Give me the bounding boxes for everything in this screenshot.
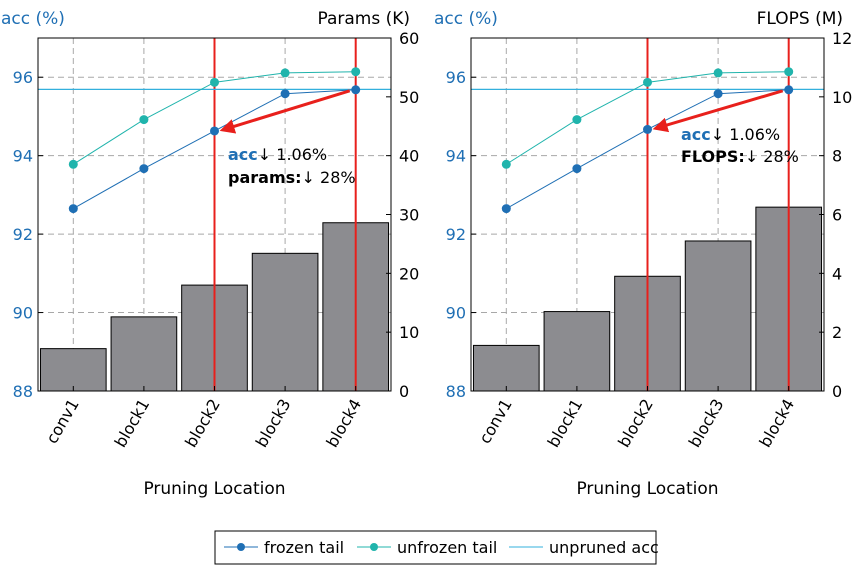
red-arrow <box>219 89 351 134</box>
y-right-tick-label: 4 <box>832 264 842 283</box>
legend-unfrozen-label: unfrozen tail <box>397 538 497 557</box>
frozen-point-block4 <box>351 85 361 95</box>
y-right-tick-label: 0 <box>832 382 842 401</box>
frozen-point-block3 <box>713 89 723 99</box>
y-right-tick-label: 50 <box>399 88 419 107</box>
annotation-acc-value: ↓ 1.06% <box>711 125 780 144</box>
x-tick-label: block1 <box>544 396 587 451</box>
x-tick-label: conv1 <box>475 396 516 447</box>
bar-conv1 <box>39 348 107 392</box>
frozen-point-block4 <box>784 85 794 95</box>
flops-chart: 88 90 92 94 96 0 2 4 6 8 10 12 conv1 block1 block2 bloc… <box>434 9 852 499</box>
annotation-acc-value: ↓ 1.06% <box>258 145 327 164</box>
legend-frozen-label: frozen tail <box>264 538 344 557</box>
x-tick-label: block3 <box>252 396 295 451</box>
y-right-tick-label: 2 <box>832 323 842 342</box>
bar-conv1 <box>472 344 540 392</box>
frozen-point-block3 <box>280 89 290 99</box>
frozen-point-block2 <box>643 124 652 134</box>
legend-frozen-marker <box>237 543 245 551</box>
unfrozen-point-block4 <box>784 67 794 77</box>
y-right-tick-label: 20 <box>399 264 419 283</box>
annotation-cost: FLOPS:↓ 28% <box>681 147 799 166</box>
y-left-tick-label: 92 <box>446 225 466 244</box>
y-left-axis-label: acc (%) <box>434 9 498 29</box>
unfrozen-point-block1 <box>139 115 149 125</box>
x-tick-label: block4 <box>322 396 365 451</box>
unfrozen-point-block1 <box>572 115 582 125</box>
x-tick-label: block4 <box>755 396 798 451</box>
y-left-tick-label: 90 <box>13 304 33 323</box>
x-axis-label: Pruning Location <box>576 479 718 499</box>
y-left-tick-label: 96 <box>13 68 33 87</box>
unfrozen-point-conv1 <box>501 159 511 169</box>
y-right-axis-label: Params (K) <box>317 9 410 29</box>
frozen-point-block1 <box>139 164 149 174</box>
unfrozen-point-block2 <box>210 77 219 87</box>
y-left-tick-label: 96 <box>446 68 466 87</box>
annotation-acc-bold: acc <box>228 145 258 164</box>
bar-block3 <box>684 240 752 392</box>
bar-block3 <box>251 252 319 392</box>
bar-block1 <box>110 316 178 392</box>
annotation-acc-bold: acc <box>681 125 711 144</box>
bar-block1 <box>543 311 611 392</box>
y-left-tick-label: 92 <box>13 225 33 244</box>
unfrozen-point-block3 <box>713 68 723 78</box>
y-right-tick-label: 30 <box>399 206 419 225</box>
y-right-tick-label: 60 <box>399 29 419 48</box>
frozen-point-conv1 <box>68 204 78 214</box>
annotation-cost-bold: params: <box>228 168 302 187</box>
y-left-axis-label: acc (%) <box>1 9 65 29</box>
y-right-tick-label: 8 <box>832 147 842 166</box>
legend-unpruned-label: unpruned acc <box>549 538 659 557</box>
unfrozen-point-block2 <box>643 77 652 87</box>
unfrozen-point-block3 <box>280 68 290 78</box>
y-right-tick-label: 10 <box>399 323 419 342</box>
y-left-tick-label: 88 <box>446 382 466 401</box>
y-right-tick-label: 10 <box>832 88 852 107</box>
y-left-tick-label: 88 <box>13 382 33 401</box>
y-right-tick-label: 12 <box>832 29 852 48</box>
legend-box <box>214 530 657 565</box>
x-tick-label: block3 <box>685 396 728 451</box>
annotation-cost-bold: FLOPS: <box>681 147 745 166</box>
x-tick-label: block1 <box>111 396 154 451</box>
frozen-point-block1 <box>572 164 582 174</box>
y-left-tick-label: 94 <box>13 147 33 166</box>
red-arrow <box>652 89 784 133</box>
y-left-tick-label: 94 <box>446 147 466 166</box>
annotation-acc: acc↓ 1.06% <box>228 145 327 164</box>
frozen-point-conv1 <box>501 204 511 214</box>
annotation-cost: params:↓ 28% <box>228 168 356 187</box>
y-right-tick-label: 40 <box>399 147 419 166</box>
x-tick-label: conv1 <box>42 396 83 447</box>
y-right-tick-label: 0 <box>399 382 409 401</box>
unfrozen-point-conv1 <box>68 159 78 169</box>
legend-unfrozen-marker <box>370 543 378 551</box>
annotation-cost-value: ↓ 28% <box>745 147 799 166</box>
x-tick-label: block2 <box>181 396 224 451</box>
y-right-axis-label: FLOPS (M) <box>757 9 843 29</box>
legend: frozen tail unfrozen tail unpruned acc <box>214 530 659 565</box>
y-right-tick-label: 6 <box>832 206 842 225</box>
unfrozen-point-block4 <box>351 67 361 77</box>
annotation-cost-value: ↓ 28% <box>302 168 356 187</box>
y-left-tick-label: 90 <box>446 304 466 323</box>
x-axis-label: Pruning Location <box>143 479 285 499</box>
frozen-point-block2 <box>210 126 219 136</box>
params-chart: 88 90 92 94 96 0 10 20 30 40 50 60 conv1 block1 block2… <box>1 9 419 499</box>
x-tick-label: block2 <box>614 396 657 451</box>
annotation-acc: acc↓ 1.06% <box>681 125 780 144</box>
